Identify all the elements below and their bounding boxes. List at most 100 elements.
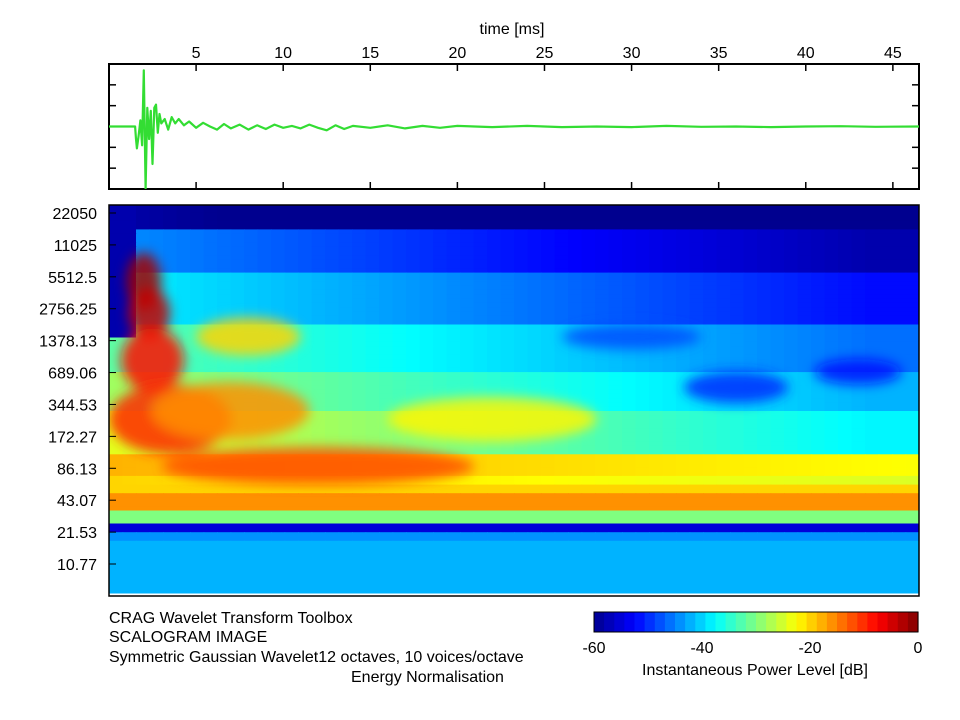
scalogram-cell <box>716 220 731 226</box>
scalogram-cell <box>824 506 839 512</box>
scalogram-cell <box>770 480 785 486</box>
scalogram-cell <box>865 514 880 520</box>
scalogram-cell <box>109 272 124 278</box>
scalogram-cell <box>365 205 380 209</box>
scalogram-cell <box>689 220 704 226</box>
scalogram-cell <box>311 437 326 443</box>
scalogram-cell <box>554 493 569 499</box>
scalogram-cell <box>190 298 205 304</box>
scalogram-cell <box>635 402 650 408</box>
scalogram-cell <box>878 488 893 494</box>
scalogram-cell <box>730 337 745 343</box>
scalogram-cell <box>892 307 907 313</box>
scalogram-cell <box>865 350 880 356</box>
scalogram-cell <box>352 259 367 265</box>
scalogram-cell <box>325 510 340 516</box>
scalogram-cell <box>325 315 340 321</box>
scalogram-cell <box>838 428 853 434</box>
scalogram-cell <box>433 536 448 542</box>
scalogram-cell <box>811 259 826 265</box>
scalogram-cell <box>689 229 704 235</box>
scalogram-cell <box>514 450 529 456</box>
scalogram-cell <box>352 367 367 373</box>
scalogram-cell <box>905 536 919 542</box>
scalogram-cell <box>433 493 448 499</box>
scalogram-cell <box>433 311 448 317</box>
scalogram-cell <box>554 510 569 516</box>
scalogram-cell <box>797 532 812 538</box>
scalogram-cell <box>109 333 124 339</box>
scalogram-cell <box>851 506 866 512</box>
scalogram-cell <box>379 549 394 555</box>
scalogram-cell <box>163 311 178 317</box>
scalogram-cell <box>568 380 583 386</box>
scalogram-cell <box>527 285 542 291</box>
scalogram-cell <box>838 553 853 559</box>
scalogram-cell <box>757 268 772 274</box>
scalogram-cell <box>527 311 542 317</box>
scalogram-cell <box>163 488 178 494</box>
scalogram-cell <box>230 268 245 274</box>
scalogram-cell <box>473 264 488 270</box>
scalogram-cell <box>460 264 475 270</box>
scalogram-cell <box>338 419 353 425</box>
scalogram-cell <box>676 441 691 447</box>
scalogram-cell <box>649 259 664 265</box>
scalogram-cell <box>865 463 880 469</box>
scalogram-cell <box>176 207 191 213</box>
scalogram-cell <box>743 467 758 473</box>
scalogram-cell <box>446 216 461 222</box>
scalogram-cell <box>217 532 232 538</box>
scalogram-cell <box>595 289 610 295</box>
scalogram-cell <box>878 402 893 408</box>
scalogram-cell <box>797 471 812 477</box>
scalogram-cell <box>298 268 313 274</box>
scalogram-cell <box>257 484 272 490</box>
scalogram-cell <box>257 523 272 529</box>
scalogram-cell <box>379 428 394 434</box>
scalogram-cell <box>649 514 664 520</box>
scalogram-cell <box>878 471 893 477</box>
scalogram-cell <box>635 497 650 503</box>
scalogram-cell <box>163 289 178 295</box>
scalogram-cell <box>392 233 407 239</box>
scalogram-cell <box>743 238 758 244</box>
scalogram-cell <box>784 514 799 520</box>
scalogram-cell <box>473 558 488 564</box>
scalogram-cell <box>743 328 758 334</box>
scalogram-cell <box>379 424 394 430</box>
scalogram-cell <box>487 346 502 352</box>
scalogram-cell <box>797 393 812 399</box>
scalogram-cell <box>136 458 151 464</box>
scalogram-cell <box>770 341 785 347</box>
scalogram-cell <box>892 398 907 404</box>
scalogram-cell <box>311 389 326 395</box>
scalogram-cell <box>797 298 812 304</box>
scalogram-cell <box>811 488 826 494</box>
scalogram-cell <box>473 463 488 469</box>
scalogram-cell <box>460 333 475 339</box>
scalogram-cell <box>325 549 340 555</box>
scalogram-cell <box>662 493 677 499</box>
scalogram-cell <box>757 424 772 430</box>
scalogram-cell <box>325 341 340 347</box>
scalogram-cell <box>325 281 340 287</box>
scalogram-cell <box>325 380 340 386</box>
scalogram-cell <box>230 510 245 516</box>
scalogram-cell <box>581 393 596 399</box>
scalogram-cell <box>230 545 245 551</box>
scalogram-cell <box>851 350 866 356</box>
scalogram-cell <box>176 497 191 503</box>
scalogram-cell <box>325 424 340 430</box>
scalogram-cell <box>905 553 919 559</box>
scalogram-cell <box>703 333 718 339</box>
scalogram-cell <box>365 432 380 438</box>
scalogram-cell <box>703 406 718 412</box>
scalogram-cell <box>487 311 502 317</box>
scalogram-cell <box>473 514 488 520</box>
scalogram-cell <box>757 281 772 287</box>
scalogram-cell <box>203 545 218 551</box>
scalogram-cell <box>379 212 394 218</box>
scalogram-cell <box>905 445 919 451</box>
scalogram-cell <box>892 328 907 334</box>
